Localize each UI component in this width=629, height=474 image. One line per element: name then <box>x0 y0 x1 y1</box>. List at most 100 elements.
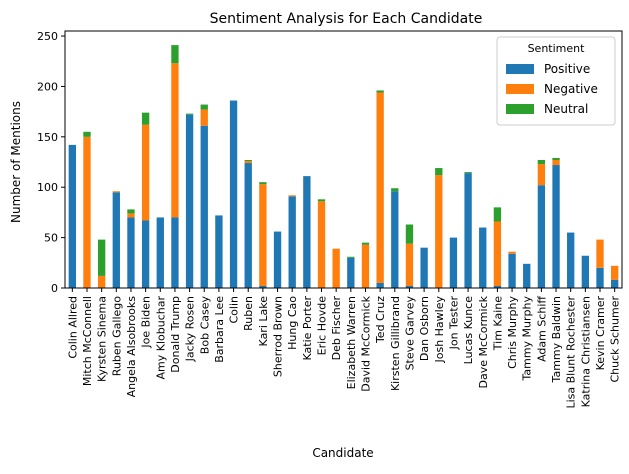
x-tick-label: Joe Biden <box>140 296 153 349</box>
x-tick-label: Deb Fischer <box>330 296 343 361</box>
x-tick-label: Jacky Rosen <box>184 296 197 362</box>
y-tick-label: 100 <box>37 181 58 194</box>
bar-positive-32 <box>537 185 546 288</box>
bar-negative-18 <box>332 248 340 288</box>
y-axis-label: Number of Mentions <box>9 101 23 223</box>
bar-neutral-27 <box>464 172 472 174</box>
bar-positive-37 <box>611 279 619 288</box>
y-tick-label: 150 <box>37 131 58 144</box>
bar-negative-12 <box>244 161 252 164</box>
x-tick-label: Ruben <box>242 296 255 331</box>
y-tick-label: 250 <box>37 30 58 43</box>
bar-neutral-19 <box>347 256 355 258</box>
bar-neutral-32 <box>537 160 546 165</box>
legend-box <box>496 36 616 126</box>
bar-neutral-1 <box>83 131 91 137</box>
x-tick-label: Katrina Christiansen <box>579 296 592 407</box>
bar-positive-29 <box>493 285 502 288</box>
bar-positive-22 <box>391 191 399 288</box>
bars-layer <box>68 45 619 289</box>
bar-positive-9 <box>200 125 208 289</box>
bar-positive-8 <box>185 114 194 289</box>
x-tick-label: Donald Trump <box>169 296 182 373</box>
x-tick-label: Hung Cao <box>286 296 299 350</box>
x-tick-label: Chuck Schumer <box>609 296 622 383</box>
y-tick-label: 200 <box>37 80 58 93</box>
bar-negative-3 <box>112 191 120 193</box>
legend-label-neutral: Neutral <box>544 102 588 116</box>
bar-negative-30 <box>508 251 516 254</box>
x-tick-label: Colin <box>228 296 241 324</box>
bar-neutral-25 <box>435 168 443 176</box>
bar-neutral-9 <box>200 104 208 110</box>
bar-negative-23 <box>405 243 414 286</box>
bar-positive-33 <box>552 165 560 288</box>
bar-neutral-13 <box>259 182 267 185</box>
legend-swatch-positive <box>506 64 534 74</box>
x-tick-label: Dan Osborn <box>418 296 431 361</box>
x-tick-label: Josh Hawley <box>433 296 446 364</box>
bar-negative-29 <box>493 221 502 286</box>
y-tick-label: 0 <box>51 282 58 295</box>
x-tick-label: Amy Klobuchar <box>154 296 167 380</box>
bar-positive-36 <box>596 267 604 288</box>
x-tick-label: Bob Casey <box>198 296 211 355</box>
bar-negative-13 <box>259 184 267 286</box>
bar-negative-33 <box>552 160 560 166</box>
bar-negative-17 <box>317 201 326 288</box>
x-tick-label: Elizabeth Warren <box>345 296 358 389</box>
bar-positive-4 <box>127 217 135 288</box>
x-tick-label: Colin Allred <box>66 296 79 359</box>
bar-positive-16 <box>303 176 311 288</box>
bar-positive-0 <box>68 144 76 288</box>
x-tick-label: Barbara Lee <box>213 296 226 363</box>
x-axis-label: Candidate <box>312 446 373 460</box>
bar-neutral-12 <box>244 160 252 162</box>
legend-title: Sentiment <box>528 42 586 55</box>
legend-swatch-negative <box>506 84 534 94</box>
bar-negative-21 <box>376 92 384 283</box>
bar-neutral-2 <box>97 239 106 276</box>
x-tick-label: Lisa Blunt Rochester <box>565 296 578 409</box>
bar-neutral-29 <box>493 207 502 222</box>
legend-label-negative: Negative <box>544 82 598 96</box>
bar-negative-5 <box>141 124 150 221</box>
bar-positive-14 <box>273 231 282 288</box>
bar-neutral-22 <box>391 188 399 192</box>
bar-positive-24 <box>420 247 428 288</box>
bar-positive-35 <box>581 255 590 288</box>
y-axis: 0 50 100 150 200 250 <box>37 30 65 295</box>
bar-neutral-21 <box>376 90 384 93</box>
x-tick-label: Jon Tester <box>447 296 460 351</box>
bar-negative-20 <box>361 244 370 288</box>
bar-negative-36 <box>596 239 604 268</box>
x-tick-label: Katie Porter <box>301 296 314 361</box>
legend: Sentiment Positive Negative Neutral <box>496 36 616 126</box>
bar-negative-25 <box>435 175 443 288</box>
bar-positive-6 <box>156 217 164 288</box>
x-tick-label: Adam Schiff <box>535 296 548 362</box>
x-tick-label: Mitch McConnell <box>81 296 94 386</box>
x-axis: Colin Allred Mitch McConnell Kyrsten Sinem… <box>66 288 622 409</box>
bar-neutral-33 <box>552 157 560 161</box>
bar-neutral-4 <box>127 209 135 214</box>
bar-positive-10 <box>215 215 223 288</box>
x-tick-label: Kirsten Gillibrand <box>389 296 402 391</box>
bar-negative-4 <box>127 213 135 218</box>
bar-negative-1 <box>83 136 91 288</box>
bar-neutral-17 <box>317 199 326 202</box>
bar-positive-5 <box>141 220 150 288</box>
bar-positive-15 <box>288 196 296 288</box>
bar-positive-13 <box>259 285 267 288</box>
bar-negative-7 <box>171 63 179 218</box>
bar-positive-31 <box>523 263 531 288</box>
x-tick-label: Ruben Gallego <box>110 296 123 376</box>
x-tick-label: Tammy Murphy <box>521 296 534 382</box>
x-tick-label: Ted Cruz <box>374 296 387 344</box>
x-tick-label: Angela Alsobrooks <box>125 296 138 398</box>
bar-positive-11 <box>229 100 238 289</box>
bar-neutral-5 <box>141 112 150 125</box>
bar-neutral-8 <box>185 113 194 115</box>
bar-positive-28 <box>479 227 487 288</box>
